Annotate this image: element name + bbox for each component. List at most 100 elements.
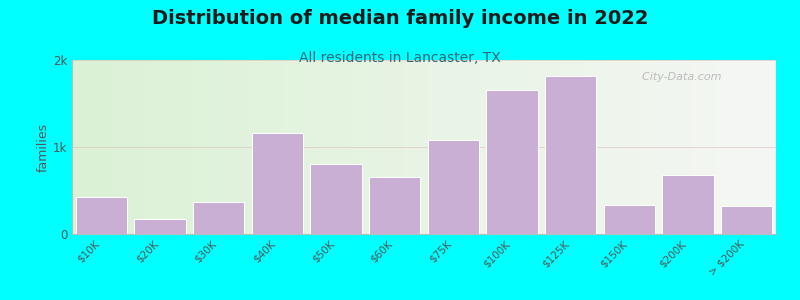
Bar [417, 60, 421, 234]
Bar [456, 60, 459, 234]
Bar [333, 60, 336, 234]
Bar [286, 60, 290, 234]
Bar [547, 60, 550, 234]
Bar [276, 60, 280, 234]
Bar [519, 60, 522, 234]
Bar [438, 60, 442, 234]
Bar [369, 177, 421, 234]
Bar [132, 60, 135, 234]
Bar [663, 60, 667, 234]
Bar [625, 60, 628, 234]
Bar [170, 60, 174, 234]
Bar [751, 60, 755, 234]
Bar [336, 60, 339, 234]
Bar [494, 60, 498, 234]
Bar [512, 60, 515, 234]
Bar [452, 60, 456, 234]
Bar [650, 60, 653, 234]
Bar [157, 60, 160, 234]
Bar [470, 60, 474, 234]
Bar [128, 60, 132, 234]
Bar [403, 60, 406, 234]
Bar [603, 60, 607, 234]
Bar [188, 60, 192, 234]
Bar [738, 60, 741, 234]
Bar [258, 60, 262, 234]
Bar [540, 60, 544, 234]
Bar [181, 60, 185, 234]
Bar [730, 60, 734, 234]
Bar [474, 60, 477, 234]
Bar [678, 60, 681, 234]
Bar [610, 60, 614, 234]
Bar [773, 60, 776, 234]
Bar [110, 60, 114, 234]
Bar [210, 60, 213, 234]
Bar [82, 60, 86, 234]
Bar [466, 60, 470, 234]
Bar [97, 60, 100, 234]
Bar [310, 164, 362, 234]
Bar [139, 60, 142, 234]
Bar [431, 60, 434, 234]
Bar [702, 60, 706, 234]
Bar [744, 60, 748, 234]
Bar [462, 60, 466, 234]
Bar [135, 60, 139, 234]
Bar [192, 60, 195, 234]
Bar [526, 60, 530, 234]
Bar [758, 60, 762, 234]
Bar [755, 60, 758, 234]
Bar [374, 60, 378, 234]
Bar [251, 133, 303, 234]
Bar [223, 60, 227, 234]
Bar [434, 60, 438, 234]
Bar [579, 60, 582, 234]
Bar [100, 60, 104, 234]
Bar [75, 60, 79, 234]
Bar [193, 202, 245, 234]
Bar [498, 60, 502, 234]
Bar [326, 60, 329, 234]
Bar [445, 60, 449, 234]
Bar [90, 60, 93, 234]
Bar [195, 60, 198, 234]
Bar [628, 60, 632, 234]
Bar [410, 60, 414, 234]
Bar [550, 60, 554, 234]
Bar [262, 60, 266, 234]
Bar [255, 60, 258, 234]
Bar [198, 60, 202, 234]
Bar [311, 60, 315, 234]
Bar [554, 60, 558, 234]
Bar [202, 60, 206, 234]
Bar [505, 60, 509, 234]
Bar [533, 60, 537, 234]
Bar [769, 60, 773, 234]
Bar [389, 60, 392, 234]
Bar [294, 60, 298, 234]
Bar [572, 60, 575, 234]
Bar [167, 60, 170, 234]
Bar [283, 60, 286, 234]
Bar [603, 205, 655, 234]
Bar [427, 60, 431, 234]
Bar [660, 60, 663, 234]
Bar [486, 91, 538, 234]
Bar [716, 60, 720, 234]
Bar [386, 60, 389, 234]
Bar [741, 60, 744, 234]
Bar [545, 76, 597, 234]
Bar [706, 60, 709, 234]
Text: City-Data.com: City-Data.com [635, 72, 722, 82]
Bar [723, 60, 726, 234]
Bar [480, 60, 484, 234]
Bar [122, 60, 125, 234]
Bar [642, 60, 646, 234]
Bar [178, 60, 181, 234]
Bar [346, 60, 350, 234]
Bar [134, 219, 186, 234]
Bar [695, 60, 698, 234]
Bar [230, 60, 234, 234]
Bar [142, 60, 146, 234]
